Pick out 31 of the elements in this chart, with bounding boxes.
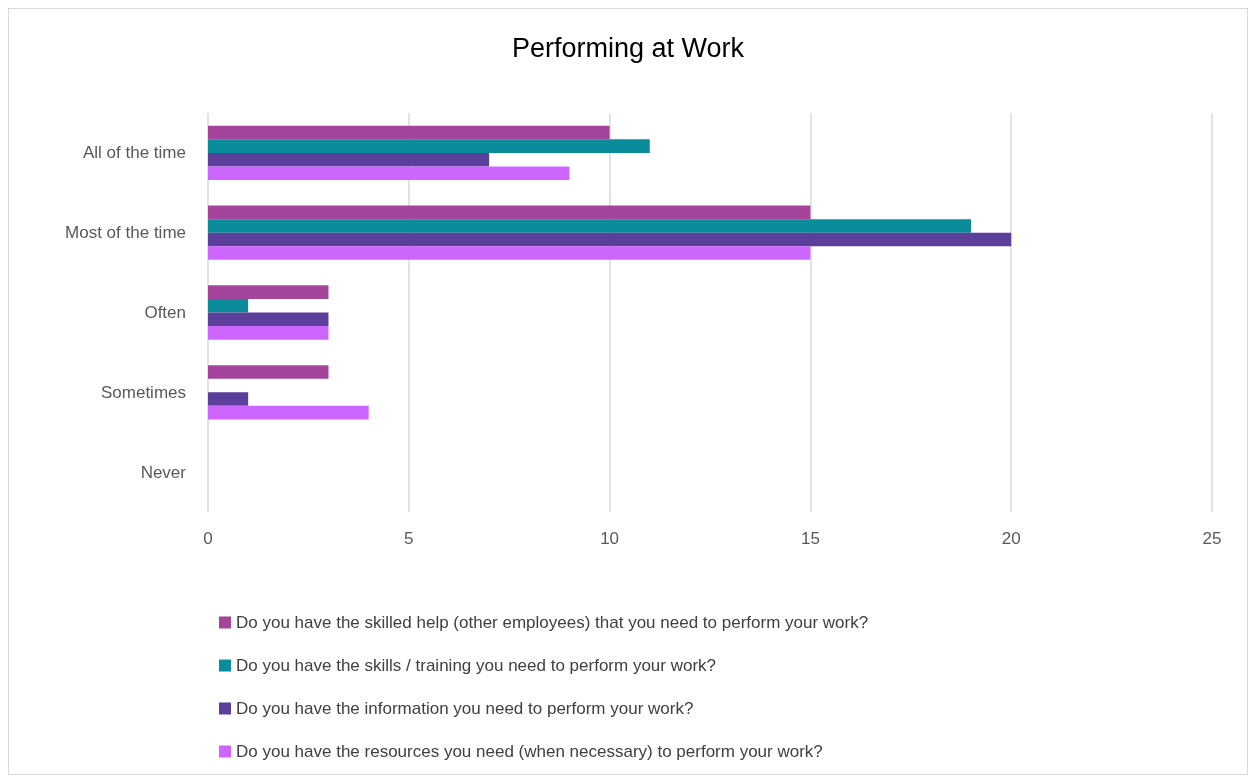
bar: [208, 285, 329, 299]
bar: [208, 312, 329, 327]
chart-title: Performing at Work: [511, 32, 745, 63]
bar: [208, 392, 249, 406]
bar: [208, 246, 811, 260]
y-tick-label: All of the time: [83, 143, 186, 163]
y-tick-label: Most of the time: [65, 223, 186, 243]
x-tick-label: 25: [1202, 529, 1222, 548]
x-tick-label: 15: [800, 529, 820, 548]
x-tick-label: 0: [203, 529, 213, 548]
bar: [208, 139, 650, 153]
x-tick-label: 20: [1001, 529, 1021, 548]
bar: [208, 326, 329, 340]
bar: [208, 365, 329, 379]
legend-label: Do you have the information you need to perform your work?: [236, 699, 694, 718]
bar: [208, 298, 249, 313]
bar: [208, 219, 972, 233]
y-tick-label: Never: [140, 462, 187, 482]
legend-label: Do you have the skilled help (other employees) that you need to perform your work?: [236, 613, 869, 632]
bar: [208, 152, 490, 167]
x-tick-label: 5: [404, 529, 414, 548]
bar: [208, 405, 369, 420]
bar: [208, 205, 811, 220]
y-tick-label: Sometimes: [100, 382, 186, 402]
legend-label: Do you have the resources you need (when necessary) to perform your work?: [236, 742, 823, 761]
bar: [208, 125, 610, 140]
bar: [208, 232, 1012, 247]
x-tick-label: 10: [600, 529, 620, 548]
y-tick-label: Often: [144, 303, 186, 322]
legend-label: Do you have the skills / training you need to perform your work?: [236, 656, 717, 675]
bar: [208, 166, 570, 181]
